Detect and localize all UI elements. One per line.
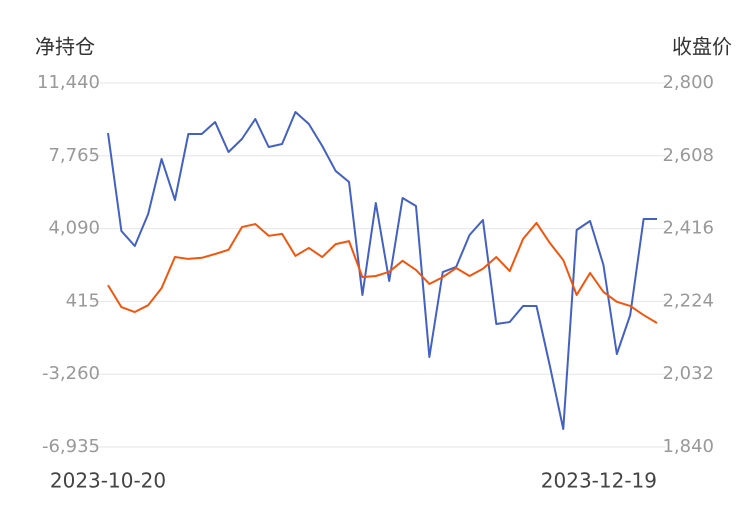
y2-tick-label: 2,800 xyxy=(662,72,714,93)
y-tick-label: -3,260 xyxy=(42,363,100,384)
y-tick-label: -6,935 xyxy=(42,436,100,457)
y-axis-title: 净持仓 xyxy=(35,35,95,59)
y2-axis-title: 收盘价 xyxy=(672,35,732,59)
y2-tick-label: 2,032 xyxy=(662,363,714,384)
y2-tick-label: 1,840 xyxy=(662,436,714,457)
x-tick-label: 2023-10-20 xyxy=(50,469,166,493)
data-line xyxy=(107,221,658,324)
y-tick-label: 7,765 xyxy=(48,145,100,166)
data-line xyxy=(107,111,657,430)
y2-tick-label: 2,608 xyxy=(662,145,714,166)
y2-tick-label: 2,224 xyxy=(662,290,714,311)
y-tick-label: 415 xyxy=(66,290,100,311)
y-tick-label: 11,440 xyxy=(37,72,100,93)
y2-tick-label: 2,416 xyxy=(662,218,714,239)
y-tick-label: 4,090 xyxy=(48,218,100,239)
x-tick-label: 2023-12-19 xyxy=(541,469,657,493)
